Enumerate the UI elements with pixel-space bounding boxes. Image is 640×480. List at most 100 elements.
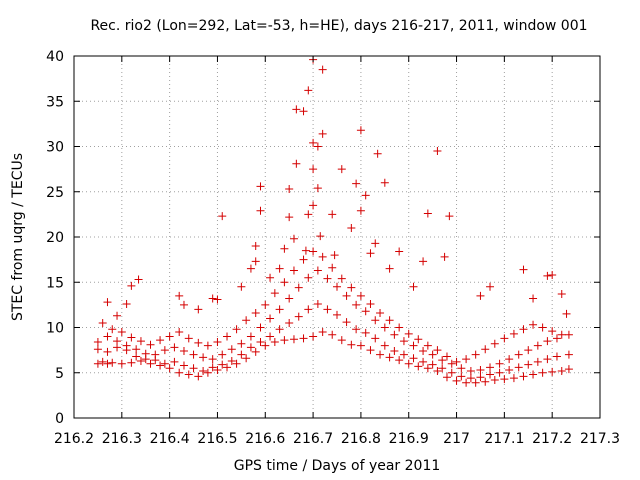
data-point [395,247,404,256]
data-point [423,341,432,350]
data-point [179,300,188,309]
data-point [199,366,208,375]
data-point [299,107,308,116]
data-point [223,332,232,341]
data-point [428,350,437,359]
data-point [261,341,270,350]
data-point [333,282,341,291]
data-point [562,309,571,318]
data-point [447,359,456,368]
data-point [533,357,542,366]
y-tick-label: 40 [46,49,64,65]
data-point [285,213,294,222]
data-point [266,314,275,323]
y-tick-label: 30 [46,140,64,156]
data-point [103,298,112,307]
data-point [175,368,184,377]
data-point [313,299,322,308]
y-tick-label: 5 [55,366,64,382]
data-point [538,368,547,377]
data-point [256,182,265,191]
data-point [342,291,351,300]
data-point [318,129,327,138]
data-point [543,271,552,280]
data-point [304,86,313,95]
data-point [203,368,212,377]
data-point [213,337,222,346]
data-point [399,337,408,346]
x-axis-title: GPS time / Days of year 2011 [234,458,441,474]
data-point [313,266,322,275]
data-point [132,352,141,361]
data-point [194,338,203,347]
data-point [304,305,313,314]
data-point [337,336,346,345]
y-tick-label: 0 [55,411,64,427]
grid-lines [74,56,600,418]
data-point [213,366,222,375]
data-point [122,299,131,308]
data-point [299,334,308,343]
data-point [223,363,232,372]
data-point [445,212,454,221]
data-point [289,266,298,275]
data-point [447,368,456,377]
data-point [323,274,332,283]
data-point [505,366,514,375]
data-point [342,318,351,327]
data-point [218,212,227,221]
data-point [175,328,184,337]
data-point [433,346,442,355]
data-point [285,294,294,303]
data-point [261,300,270,309]
data-point [179,361,188,370]
data-point [548,271,557,280]
chart-title: Rec. rio2 (Lon=292, Lat=-53, h=HE), days… [90,18,587,34]
data-point [285,318,294,327]
data-point [251,242,260,251]
data-point [256,323,265,332]
data-point [218,350,227,359]
data-point [490,339,499,348]
data-point [395,323,404,332]
data-point [318,328,327,337]
data-point [433,147,442,156]
data-point [237,282,246,291]
data-point [127,281,136,290]
data-point [361,307,370,316]
data-point [103,359,112,368]
data-point [227,345,236,354]
data-point [289,234,298,243]
data-point [476,291,485,300]
x-tick-label: 216.6 [245,431,285,447]
data-point [146,359,155,368]
data-point [256,206,265,215]
data-point [356,341,365,350]
data-point [316,232,325,241]
data-point [328,263,337,272]
data-point [328,210,337,219]
data-point [466,366,475,375]
data-point [442,373,451,382]
data-point [113,337,122,346]
data-point [524,360,533,369]
data-point [552,352,561,361]
data-point [366,346,375,355]
data-point [160,359,169,368]
data-point [309,247,318,256]
data-point [113,311,122,320]
data-point [457,364,466,373]
data-point [399,350,408,359]
data-point [371,334,380,343]
data-point [500,375,509,384]
data-point [373,149,382,158]
data-point [548,327,557,336]
data-point [347,340,356,349]
data-point [438,356,447,365]
data-point [423,364,432,373]
x-tick-label: 216.7 [293,431,333,447]
data-point [275,325,284,334]
data-point [156,336,165,345]
data-point [543,337,552,346]
data-point [404,359,413,368]
